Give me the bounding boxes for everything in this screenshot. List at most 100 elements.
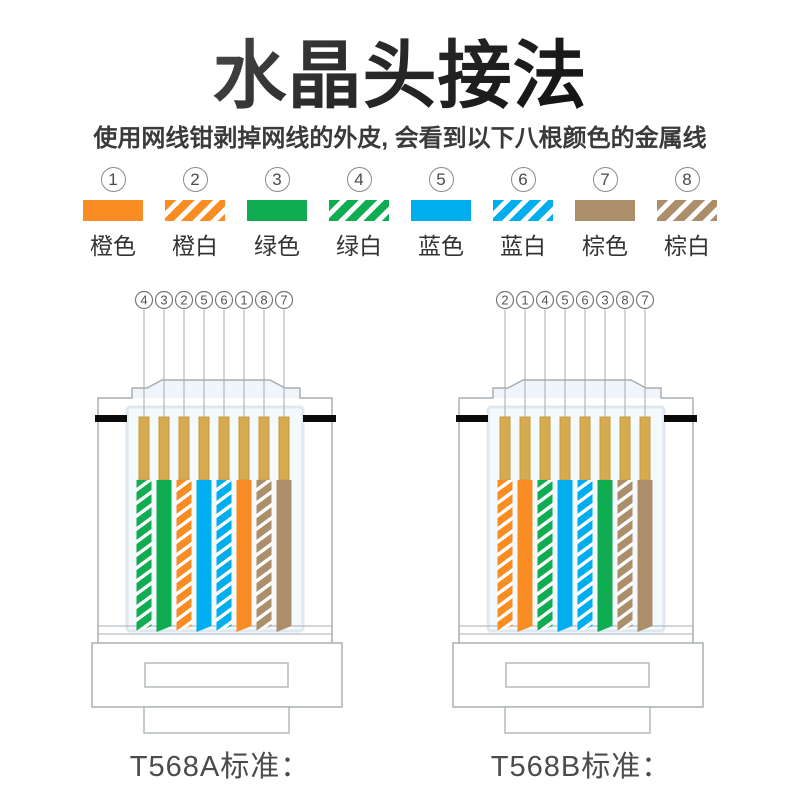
gold-pin [278,416,290,481]
pin-number-text: 4 [140,293,147,308]
wire-8-brown-white [256,480,272,632]
pin-number-text: 3 [160,293,167,308]
gold-pin [158,416,170,481]
pin-number-text: 7 [641,293,648,308]
pin-number-circle [154,290,174,310]
legend-label: 蓝白 [500,233,546,259]
pin-number-circle [134,290,154,310]
housing-outline [97,379,333,643]
pin-number-text: 2 [501,293,508,308]
pin-number-circle [515,290,535,310]
boot-inner-rect [144,662,289,688]
caption-t568a: T568A标准： [129,751,311,783]
black-band-left [95,415,127,422]
caption-t568b: T568B标准： [490,751,672,783]
legend-color-swatch [411,200,471,221]
pin-number-circle [254,290,274,310]
pin-number-circle [214,290,234,310]
pin-number-circle [575,290,595,310]
legend-item-orange-white: 2 橙白 [154,167,236,261]
gold-pin [619,416,631,481]
legend-item-orange: 1 橙色 [72,167,154,261]
latch-fill [493,380,661,398]
legend-number-badge: 6 [510,167,536,192]
black-band-left [456,415,488,422]
wire-3-green [597,480,613,632]
legend-number-badge: 2 [182,167,208,192]
pin-number-text: 7 [280,293,287,308]
pin-number-text: 5 [200,293,207,308]
wire-2-orange-white [176,480,192,632]
legend-color-swatch [657,200,717,221]
legend-label: 棕白 [664,233,710,259]
legend-color-swatch [247,200,307,221]
gold-pin [579,416,591,481]
legend-number-badge: 7 [592,167,618,192]
legend-item-green: 3 绿色 [236,167,318,261]
gold-pin [258,416,270,481]
wire-7-brown [637,480,653,632]
wire-1-orange [236,480,252,632]
legend-number-badge: 1 [100,167,126,192]
pin-number-circle [274,290,294,310]
legend-label: 橙色 [90,233,136,259]
wire-7-brown [276,480,292,632]
wire-color-legend: 1 橙色 2 橙白 3 绿色 4 绿白 5 蓝色 6 蓝白 7 棕色 8 棕白 [72,167,728,261]
wires [136,480,292,632]
pin-number-text: 8 [621,293,628,308]
legend-number-badge: 8 [674,167,700,192]
legend-color-swatch [165,200,225,221]
wire-1-orange [517,480,533,632]
legend-label: 蓝色 [418,233,464,259]
pin-number-text: 1 [521,293,528,308]
wire-5-blue [196,480,212,632]
wire-2-orange-white [497,480,513,632]
legend-label: 绿色 [254,233,300,259]
pin-number-circle [234,290,254,310]
pin-number-text: 1 [240,293,247,308]
legend-item-blue-white: 6 蓝白 [482,167,564,261]
gold-pin [198,416,210,481]
page-subtitle: 使用网线钳剥掉网线的外皮, 会看到以下八根颜色的金属线 [93,125,707,152]
black-band-right [303,415,336,422]
wire-4-green-white [136,480,152,632]
page-title: 水晶头接法 [0,16,800,123]
pin-number-text: 6 [581,293,588,308]
pin-number-circle [615,290,635,310]
legend-number-badge: 5 [428,167,454,192]
connector-boot [452,642,704,734]
pin-number-text: 5 [561,293,568,308]
gold-pin [218,416,230,481]
pin-number-text: 3 [601,293,608,308]
pin-number-circle [595,290,615,310]
pin-number-circle [495,290,515,310]
legend-label: 橙白 [172,233,218,259]
gold-pin [499,416,511,481]
gold-pin [599,416,611,481]
gold-pin [539,416,551,481]
legend-number-badge: 3 [264,167,290,192]
housing-outline [458,379,694,643]
pin-number-circle [635,290,655,310]
wire-3-green [156,480,172,632]
wire-5-blue [557,480,573,632]
boot-outer-rect [91,642,343,708]
pin-number-circle [535,290,555,310]
boot-outer-rect [452,642,704,708]
legend-color-swatch [83,200,143,221]
wire-6-blue-white [216,480,232,632]
latch-fill [132,380,300,398]
connector-boot [91,642,343,734]
boot-lower-rect [143,706,290,734]
gold-pin [559,416,571,481]
pin-number-text: 4 [541,293,548,308]
pin-number-circle [174,290,194,310]
boot-lower-rect [504,706,651,734]
wire-8-brown-white [617,480,633,632]
wire-4-green-white [537,480,553,632]
gold-pin [639,416,651,481]
